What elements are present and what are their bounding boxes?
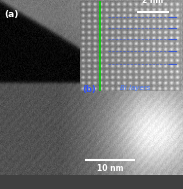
Text: 2 nm: 2 nm	[142, 0, 163, 5]
Text: (b): (b)	[83, 85, 96, 94]
Text: Bi layers: Bi layers	[120, 85, 150, 91]
Text: (a): (a)	[4, 10, 18, 19]
Text: 10 nm: 10 nm	[97, 164, 123, 173]
